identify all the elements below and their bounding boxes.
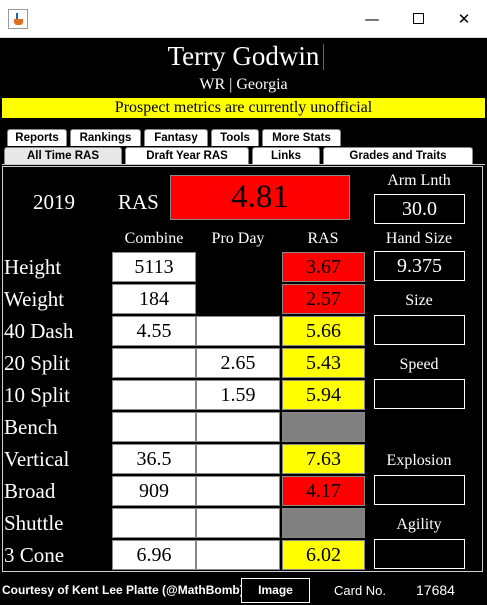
- unofficial-banner: Prospect metrics are currently unofficia…: [2, 98, 485, 118]
- column-ras: RAS: [307, 230, 339, 247]
- java-app-icon: [8, 9, 28, 29]
- explosion-label: Explosion: [386, 452, 452, 469]
- column-pro-day: Pro Day: [211, 230, 265, 247]
- shuttle-combine: [112, 508, 196, 538]
- ras-score: 4.81: [170, 175, 350, 220]
- shuttle-ras: [282, 508, 365, 538]
- height-ras: 3.67: [282, 252, 365, 282]
- 3-cone-combine: 6.96: [112, 540, 196, 570]
- bench-ras: [282, 412, 365, 442]
- row-label-vertical: Vertical: [4, 447, 70, 471]
- arm-length-value: 30.0: [374, 194, 465, 224]
- row-label-weight: Weight: [4, 287, 65, 311]
- hand-size-label: Hand Size: [385, 230, 453, 247]
- tab-panel-border: [2, 164, 485, 165]
- window-titlebar: — ✕: [0, 0, 487, 38]
- 40-dash-ras: 5.66: [282, 316, 365, 346]
- tab-tools[interactable]: Tools: [211, 129, 259, 146]
- maximize-button[interactable]: [395, 0, 441, 38]
- card-number-label: Card No.: [334, 583, 387, 598]
- 10-split-pro-day: 1.59: [196, 380, 280, 410]
- maximize-icon: [412, 12, 424, 24]
- broad-ras: 4.17: [282, 476, 365, 506]
- 40-dash-pro-day: [196, 316, 280, 346]
- column-combine: Combine: [124, 230, 184, 247]
- row-label-40-dash: 40 Dash: [4, 319, 74, 343]
- 10-split-ras: 5.94: [282, 380, 365, 410]
- tab-all-time-ras[interactable]: All Time RAS: [4, 147, 122, 164]
- agility-grade-value: [374, 539, 465, 569]
- broad-pro-day: [196, 476, 280, 506]
- weight-ras: 2.57: [282, 284, 365, 314]
- 3-cone-ras: 6.02: [282, 540, 365, 570]
- height-combine: 5113: [112, 252, 196, 282]
- speed-label: Speed: [399, 356, 439, 373]
- 40-dash-combine: 4.55: [112, 316, 196, 346]
- tab-draft-year-ras[interactable]: Draft Year RAS: [125, 147, 249, 164]
- minimize-button[interactable]: —: [364, 10, 380, 28]
- speed-grade-value: [374, 379, 465, 409]
- row-label-shuttle: Shuttle: [4, 511, 64, 535]
- image-button[interactable]: Image: [241, 578, 310, 603]
- row-label-height: Height: [4, 255, 62, 279]
- weight-combine: 184: [112, 284, 196, 314]
- vertical-pro-day: [196, 444, 280, 474]
- tab-grades-and-traits[interactable]: Grades and Traits: [323, 147, 473, 164]
- broad-combine: 909: [112, 476, 196, 506]
- row-label-3-cone: 3 Cone: [4, 543, 65, 567]
- bench-combine: [112, 412, 196, 442]
- vertical-ras: 7.63: [282, 444, 365, 474]
- size-grade-value: [374, 315, 465, 345]
- draft-year: 2019: [33, 190, 75, 214]
- 20-split-pro-day: 2.65: [196, 348, 280, 378]
- row-label-10-split: 10 Split: [4, 383, 70, 407]
- player-position-school: WR | Georgia: [199, 76, 288, 93]
- shuttle-pro-day: [196, 508, 280, 538]
- height-pro-day: [196, 252, 280, 282]
- text-cursor: [323, 44, 324, 70]
- footer: Courtesy of Kent Lee Platte (@MathBomb) …: [0, 576, 487, 605]
- bench-pro-day: [196, 412, 280, 442]
- row-label-20-split: 20 Split: [4, 351, 70, 375]
- agility-label: Agility: [396, 516, 442, 533]
- ras-panel: [2, 166, 483, 572]
- 10-split-combine: [112, 380, 196, 410]
- courtesy-credit: Courtesy of Kent Lee Platte (@MathBomb): [2, 583, 244, 597]
- close-button[interactable]: ✕: [457, 10, 471, 28]
- hand-size-value: 9.375: [374, 251, 465, 281]
- size-label: Size: [405, 292, 433, 309]
- tab-fantasy[interactable]: Fantasy: [144, 129, 208, 146]
- vertical-combine: 36.5: [112, 444, 196, 474]
- weight-pro-day: [196, 284, 280, 314]
- row-label-bench: Bench: [4, 415, 58, 439]
- card-number-value: 17684: [416, 582, 455, 598]
- 20-split-combine: [112, 348, 196, 378]
- 3-cone-pro-day: [196, 540, 280, 570]
- tab-reports[interactable]: Reports: [7, 129, 67, 146]
- ras-label: RAS: [118, 190, 159, 214]
- arm-length-label: Arm Lnth: [387, 172, 451, 189]
- row-label-broad: Broad: [4, 479, 56, 503]
- 20-split-ras: 5.43: [282, 348, 365, 378]
- player-name: Terry Godwin: [167, 41, 320, 71]
- explosion-grade-value: [374, 475, 465, 505]
- tab-rankings[interactable]: Rankings: [70, 129, 141, 146]
- tab-links[interactable]: Links: [252, 147, 320, 164]
- tab-more-stats[interactable]: More Stats: [262, 129, 341, 146]
